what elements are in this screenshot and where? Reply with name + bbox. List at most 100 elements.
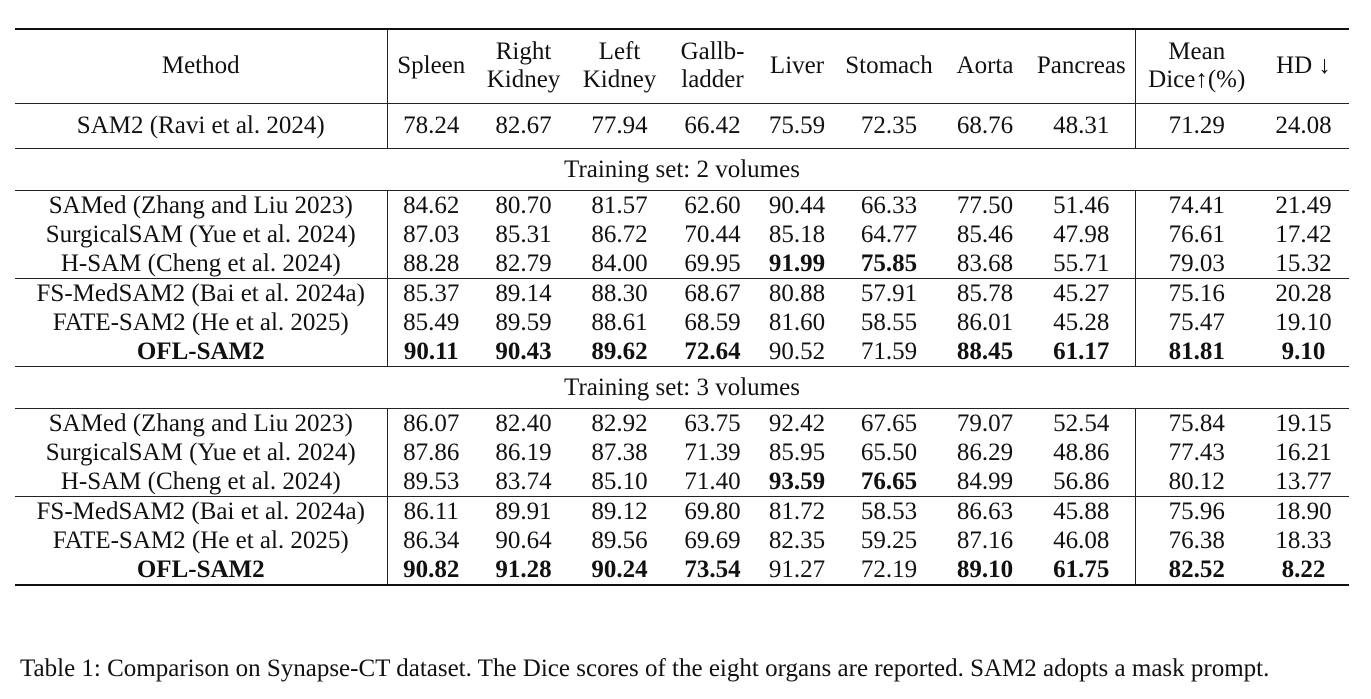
value-cell: 48.31: [1028, 103, 1136, 149]
value-cell: 86.01: [956, 308, 1014, 336]
value-cell: 85.18: [768, 220, 826, 248]
value-cell: 19.10: [1275, 308, 1332, 336]
table-row: FS-MedSAM2 (Bai et al. 2024a) 86.11 89.91 8…: [15, 496, 1349, 526]
table-row: SAMed (Zhang and Liu 2023) 86.07 82.40 82.9…: [15, 408, 1349, 438]
value-cell: 66.42: [667, 103, 758, 149]
value-cell: 20.28: [1275, 279, 1332, 307]
value-cell: 68.67: [684, 279, 741, 307]
value-cell: 70.44: [684, 220, 741, 248]
value-cell: 65.50: [860, 438, 918, 466]
table-caption: Table 1: Comparison on Synapse-CT datase…: [20, 655, 1270, 682]
value-cell: 55.71: [1028, 248, 1136, 279]
value-cell: 87.03: [403, 220, 460, 248]
value-cell: 86.34: [403, 526, 460, 554]
value-cell: 86.63: [956, 497, 1014, 525]
header-stomach: Stomach: [836, 28, 942, 104]
header-mean-dice-line2: Dice↑(%): [1148, 66, 1246, 94]
value-cell: 16.21: [1275, 438, 1332, 466]
value-cell: 58.55: [860, 308, 918, 336]
value-cell: 75.96: [1168, 497, 1225, 525]
method-cell: OFL-SAM2: [15, 554, 388, 586]
method-cell: SurgicalSAM (Yue et al. 2024): [15, 219, 388, 249]
value-cell: 89.53: [387, 466, 475, 497]
value-cell: 81.72: [768, 497, 826, 525]
value-cell: 71.59: [836, 336, 942, 367]
value-cell: 75.84: [1168, 409, 1225, 437]
value-cell: 76.61: [1168, 220, 1225, 248]
value-cell: 47.98: [1028, 219, 1136, 249]
value-cell: 78.24: [387, 103, 475, 149]
value-cell: 91.99: [758, 248, 836, 279]
table-row: SurgicalSAM (Yue et al. 2024) 87.03 85.31 8…: [15, 219, 1349, 249]
value-cell: 90.24: [572, 554, 667, 586]
value-cell: 86.29: [956, 438, 1014, 466]
header-right-kidney: Right Kidney: [475, 28, 572, 104]
value-cell: 15.32: [1258, 248, 1349, 279]
header-gallbladder-line1: Gallb-: [680, 38, 745, 66]
value-cell: 85.10: [572, 466, 667, 497]
header-mean-dice: Mean Dice↑(%): [1135, 28, 1258, 104]
value-cell: 90.64: [495, 526, 552, 554]
value-cell: 79.07: [956, 409, 1014, 437]
header-left-kidney: Left Kidney: [572, 28, 667, 104]
header-aorta: Aorta: [942, 28, 1028, 104]
section-header-row: Training set: 2 volumes: [15, 148, 1349, 191]
value-cell: 51.46: [1028, 190, 1136, 220]
results-table: Method Spleen Right Kidney Left Kidney G…: [15, 28, 1349, 586]
header-liver: Liver: [758, 28, 836, 104]
value-cell: 71.40: [667, 466, 758, 497]
value-cell: 67.65: [860, 409, 918, 437]
value-cell: 52.54: [1028, 408, 1136, 438]
value-cell: 56.86: [1028, 466, 1136, 497]
section-title: Training set: 2 volumes: [15, 148, 1349, 191]
value-cell: 69.69: [684, 526, 741, 554]
value-cell: 88.61: [591, 308, 648, 336]
section-title: Training set: 3 volumes: [15, 366, 1349, 409]
value-cell: 85.78: [956, 279, 1014, 307]
value-cell: 84.00: [572, 248, 667, 279]
table-row: SurgicalSAM (Yue et al. 2024) 87.86 86.19 8…: [15, 437, 1349, 467]
value-cell: 8.22: [1258, 554, 1349, 586]
value-cell: 83.74: [475, 466, 572, 497]
value-cell: 88.28: [387, 248, 475, 279]
value-cell: 82.79: [475, 248, 572, 279]
method-cell: FS-MedSAM2 (Bai et al. 2024a): [15, 278, 388, 308]
value-cell: 24.08: [1258, 103, 1349, 149]
table-row: OFL-SAM2 90.82 91.28 90.24 73.54 91.27 72.19 89…: [15, 554, 1349, 586]
method-cell: SurgicalSAM (Yue et al. 2024): [15, 437, 388, 467]
table-row: SAMed (Zhang and Liu 2023) 84.62 80.70 81.5…: [15, 190, 1349, 220]
value-cell: 71.29: [1135, 103, 1258, 149]
value-cell: 80.88: [768, 279, 826, 307]
value-cell: 72.64: [667, 336, 758, 367]
method-cell: H-SAM (Cheng et al. 2024): [15, 248, 388, 279]
method-cell: SAMed (Zhang and Liu 2023): [15, 190, 388, 220]
value-cell: 84.62: [403, 191, 460, 219]
header-spleen: Spleen: [387, 28, 475, 104]
value-cell: 73.54: [667, 554, 758, 586]
value-cell: 69.80: [684, 497, 741, 525]
value-cell: 17.42: [1275, 220, 1332, 248]
table-row: FATE-SAM2 (He et al. 2025) 85.49 89.59 88.6…: [15, 307, 1349, 337]
method-cell: SAMed (Zhang and Liu 2023): [15, 408, 388, 438]
value-cell: 77.50: [956, 191, 1014, 219]
value-cell: 75.85: [836, 248, 942, 279]
value-cell: 89.12: [591, 497, 648, 525]
header-right-kidney-line2: Kidney: [486, 66, 561, 94]
value-cell: 66.33: [860, 191, 918, 219]
table-row: OFL-SAM2 90.11 90.43 89.62 72.64 90.52 71.59 88…: [15, 336, 1349, 367]
value-cell: 89.14: [495, 279, 552, 307]
results-body: SAM2 (Ravi et al. 2024) 78.24 82.67 77.9…: [15, 103, 1349, 586]
header-row: Method Spleen Right Kidney Left Kidney G…: [15, 28, 1349, 104]
header-gallbladder: Gallb- ladder: [667, 28, 758, 104]
value-cell: 76.65: [836, 466, 942, 497]
value-cell: 85.49: [403, 308, 460, 336]
header-mean-dice-line1: Mean: [1168, 38, 1226, 66]
value-cell: 90.82: [387, 554, 475, 586]
value-cell: 89.59: [495, 308, 552, 336]
value-cell: 45.28: [1028, 307, 1136, 337]
value-cell: 57.91: [860, 279, 918, 307]
value-cell: 88.30: [591, 279, 648, 307]
value-cell: 85.46: [956, 220, 1014, 248]
header-hd: HD ↓: [1258, 28, 1349, 104]
header-gallbladder-line2: ladder: [681, 66, 744, 94]
